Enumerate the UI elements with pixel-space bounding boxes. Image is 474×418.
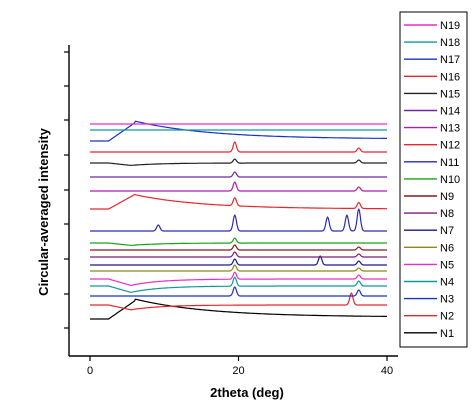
- series-line-n9: [90, 244, 387, 251]
- series-line-n14: [90, 171, 387, 178]
- series-line-n3: [90, 286, 387, 297]
- legend-label-n15: N15: [440, 88, 460, 100]
- series-line-n17: [90, 120, 387, 142]
- series-line-n6: [90, 264, 387, 272]
- legend-label-n19: N19: [440, 20, 460, 32]
- x-tick-label: 40: [381, 365, 393, 377]
- series-line-n15: [90, 158, 387, 166]
- legend-label-n1: N1: [440, 328, 454, 340]
- series-line-n4: [90, 276, 387, 293]
- series-line-n16: [90, 141, 387, 153]
- legend-label-n3: N3: [440, 294, 454, 306]
- legend-label-n12: N12: [440, 140, 460, 152]
- series-line-n7: [90, 255, 387, 266]
- legend: N19 N18 N17 N16 N15 N14 N13 N12 N11 N10 N9 N8 N7 N6 N5…: [399, 11, 468, 348]
- legend-label-n14: N14: [440, 106, 460, 118]
- y-ticks: [64, 51, 69, 329]
- series-line-n13: [90, 181, 387, 192]
- series-line-n5: [90, 271, 387, 286]
- series-line-n12: [90, 194, 387, 210]
- legend-label-n11: N11: [440, 157, 459, 169]
- legend-label-n7: N7: [440, 225, 454, 237]
- series-line-n8: [90, 251, 387, 258]
- legend-label-n2: N2: [440, 311, 454, 323]
- x-tick-label: 0: [87, 365, 93, 377]
- legend-label-n16: N16: [440, 71, 460, 83]
- y-axis-label: Circular-averaged intensity: [36, 127, 51, 295]
- legend-label-n8: N8: [440, 208, 454, 220]
- legend-label-n5: N5: [440, 259, 454, 271]
- legend-label-n4: N4: [440, 277, 454, 289]
- series-group: [90, 120, 387, 320]
- x-ticks: 0 20 40: [87, 356, 393, 377]
- legend-label-n18: N18: [440, 37, 460, 49]
- legend-label-n17: N17: [440, 54, 460, 66]
- series-line-n10: [90, 237, 387, 246]
- legend-label-n6: N6: [440, 242, 454, 254]
- series-line-n1: [90, 298, 387, 320]
- legend-label-n9: N9: [440, 191, 454, 203]
- legend-label-n13: N13: [440, 123, 460, 135]
- x-tick-label: 20: [232, 365, 244, 377]
- series-line-n2: [90, 292, 387, 311]
- series-line-n11: [90, 208, 387, 232]
- legend-label-n10: N10: [440, 174, 460, 186]
- x-axis-label: 2theta (deg): [210, 385, 284, 400]
